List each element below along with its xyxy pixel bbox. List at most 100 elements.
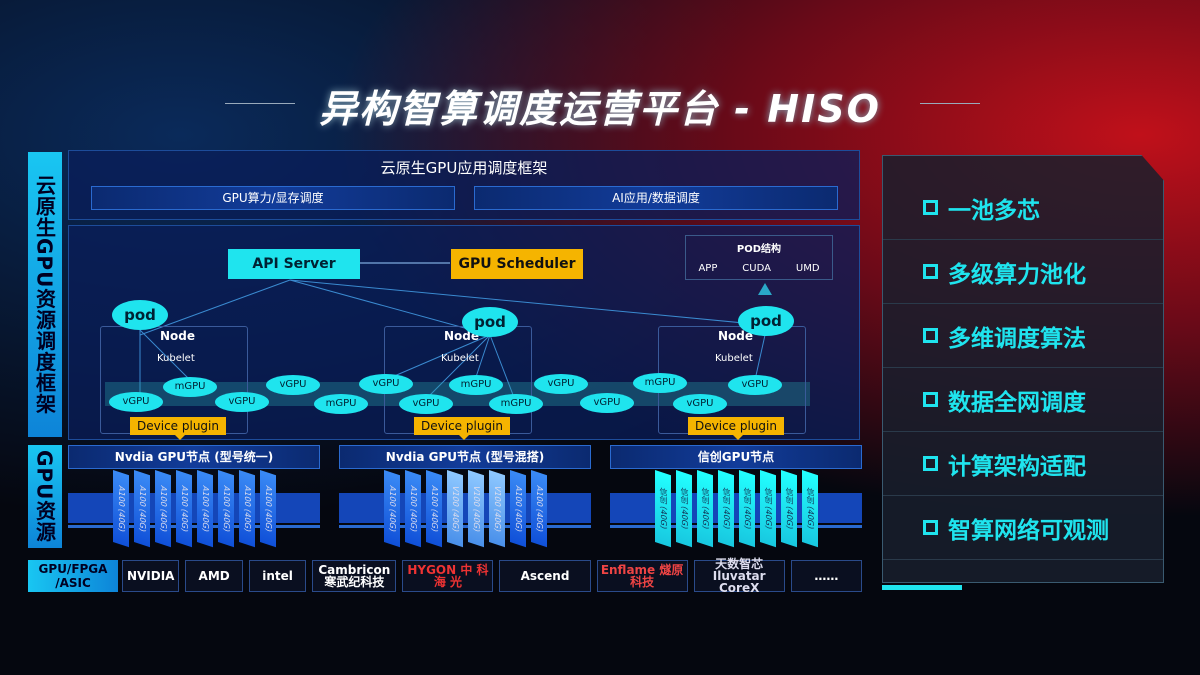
vendor-logo: 天数智芯 Iluvatar CoreX bbox=[693, 558, 785, 594]
gpu-card: A100 (40G) bbox=[384, 470, 400, 548]
feature-label: 一池多芯 bbox=[948, 197, 1040, 224]
vendor-logo: NVIDIA bbox=[122, 560, 180, 592]
pod-bubble: pod bbox=[112, 300, 168, 330]
vendor-logo: intel bbox=[248, 560, 307, 592]
framework-bar-gpu: GPU算力/显存调度 bbox=[91, 186, 455, 210]
vgpu-bubble: vGPU bbox=[266, 375, 320, 395]
cluster-base bbox=[610, 525, 862, 528]
title-divider bbox=[225, 103, 295, 104]
kubelet-label: Kubelet bbox=[157, 353, 195, 364]
vendor-logo: AMD bbox=[185, 560, 243, 592]
framework-title: 云原生GPU应用调度框架 bbox=[380, 159, 548, 177]
cluster-title: 信创GPU节点 bbox=[610, 445, 862, 469]
cluster-title: Nvdia GPU节点 (型号混搭) bbox=[339, 445, 591, 469]
cluster-base bbox=[339, 525, 591, 528]
feature-label: 多维调度算法 bbox=[948, 325, 1086, 352]
feature-label: 计算架构适配 bbox=[948, 453, 1086, 480]
feature-item: 一池多芯 bbox=[883, 176, 1163, 240]
mgpu-bubble: mGPU bbox=[489, 394, 543, 414]
gpu-card: A100 (40G) bbox=[260, 470, 276, 548]
mgpu-bubble: mGPU bbox=[163, 377, 217, 397]
pod-structure: POD结构 APP CUDA UMD bbox=[685, 235, 833, 280]
device-plugin-box: Device plugin bbox=[414, 417, 510, 435]
checkbox-icon bbox=[923, 200, 938, 215]
cluster-band bbox=[339, 493, 591, 523]
gpu-card: A100 (40G) bbox=[155, 470, 171, 548]
node-label: Node bbox=[718, 329, 754, 343]
framework-panel: 云原生GPU应用调度框架 GPU算力/显存调度 AI应用/数据调度 bbox=[68, 150, 860, 220]
vendor-logo: Ascend bbox=[499, 560, 591, 592]
cluster-band bbox=[68, 493, 320, 523]
feature-item: 多维调度算法 bbox=[883, 304, 1163, 368]
vgpu-bubble: vGPU bbox=[215, 392, 269, 412]
gpu-card: 信创 (40G) bbox=[802, 470, 818, 548]
mgpu-bubble: mGPU bbox=[314, 394, 368, 414]
cluster-base bbox=[68, 525, 320, 528]
vendor-logo: Enflame 燧原科技 bbox=[596, 560, 688, 592]
label-chip-types: GPU/FPGA /ASIC bbox=[28, 560, 118, 592]
gpu-card: V100 (40G) bbox=[489, 470, 505, 548]
mgpu-bubble: mGPU bbox=[449, 375, 503, 395]
vgpu-bubble: vGPU bbox=[673, 394, 727, 414]
gpu-card: V100 (40G) bbox=[447, 470, 463, 548]
device-plugin-box: Device plugin bbox=[688, 417, 784, 435]
gpu-card: A100 (40G) bbox=[218, 470, 234, 548]
node-label: Node bbox=[160, 329, 196, 343]
label-scheduling-framework: 云原生GPU资源调度框架 bbox=[28, 152, 62, 437]
api-server-box: API Server bbox=[228, 249, 360, 279]
feature-label: 智算网络可观测 bbox=[948, 517, 1109, 544]
gpu-card: 信创 (40G) bbox=[718, 470, 734, 548]
gpu-card: A100 (40G) bbox=[426, 470, 442, 548]
gpu-card: A100 (40G) bbox=[113, 470, 129, 548]
pod-item: CUDA bbox=[742, 263, 771, 274]
gpu-card: 信创 (40G) bbox=[697, 470, 713, 548]
gpu-card: 信创 (40G) bbox=[739, 470, 755, 548]
cluster-title: Nvdia GPU节点 (型号统一) bbox=[68, 445, 320, 469]
gpu-card: A100 (40G) bbox=[176, 470, 192, 548]
gpu-scheduler-box: GPU Scheduler bbox=[451, 249, 583, 279]
gpu-card: 信创 (40G) bbox=[676, 470, 692, 548]
pod-structure-title: POD结构 bbox=[736, 244, 782, 255]
vendor-logo: HYGON 中 科 海 光 bbox=[402, 560, 494, 592]
mgpu-bubble: mGPU bbox=[633, 373, 687, 393]
feature-item: 数据全网调度 bbox=[883, 368, 1163, 432]
gpu-card: A100 (40G) bbox=[405, 470, 421, 548]
gpu-card: 信创 (40G) bbox=[781, 470, 797, 548]
vgpu-bubble: vGPU bbox=[359, 374, 413, 394]
cluster-band bbox=[610, 493, 862, 523]
arrow-down-icon bbox=[175, 435, 185, 445]
arrow-down-icon bbox=[459, 435, 469, 445]
pod-item: UMD bbox=[795, 263, 820, 274]
checkbox-icon bbox=[923, 456, 938, 471]
vgpu-bubble: vGPU bbox=[399, 394, 453, 414]
vendor-logo: Cambricon 寒武纪科技 bbox=[312, 560, 397, 592]
accent-bar bbox=[882, 585, 962, 590]
vgpu-bubble: vGPU bbox=[580, 393, 634, 413]
checkbox-icon bbox=[923, 264, 938, 279]
title-divider bbox=[920, 103, 980, 104]
vgpu-bubble: vGPU bbox=[728, 375, 782, 395]
gpu-card: A100 (40G) bbox=[239, 470, 255, 548]
label-gpu-resources: GPU资源 bbox=[28, 445, 62, 548]
gpu-card: A100 (40G) bbox=[510, 470, 526, 548]
features-panel: 一池多芯多级算力池化多维调度算法 数据全网调度 计算架构适配 智算网络可观测 bbox=[882, 155, 1164, 583]
vgpu-bubble: vGPU bbox=[109, 392, 163, 412]
gpu-clusters: Nvdia GPU节点 (型号统一) A100 (40G) A100 (40G) A1… bbox=[68, 445, 862, 548]
gpu-card: 信创 (40G) bbox=[655, 470, 671, 548]
vendor-logo: …… bbox=[790, 560, 862, 592]
feature-item: 智算网络可观测 bbox=[883, 496, 1163, 560]
pod-bubble: pod bbox=[738, 306, 794, 336]
kubelet-label: Kubelet bbox=[441, 353, 479, 364]
pod-item: APP bbox=[698, 263, 718, 274]
feature-item: 多级算力池化 bbox=[883, 240, 1163, 304]
checkbox-icon bbox=[923, 392, 938, 407]
device-plugin-box: Device plugin bbox=[130, 417, 226, 435]
gpu-card: A100 (40G) bbox=[531, 470, 547, 548]
vgpu-bubble: vGPU bbox=[534, 374, 588, 394]
feature-item: 计算架构适配 bbox=[883, 432, 1163, 496]
feature-label: 数据全网调度 bbox=[948, 389, 1086, 416]
page-title: 异构智算调度运营平台 - HISO bbox=[319, 87, 881, 131]
gpu-card: 信创 (40G) bbox=[760, 470, 776, 548]
pod-bubble: pod bbox=[462, 307, 518, 337]
